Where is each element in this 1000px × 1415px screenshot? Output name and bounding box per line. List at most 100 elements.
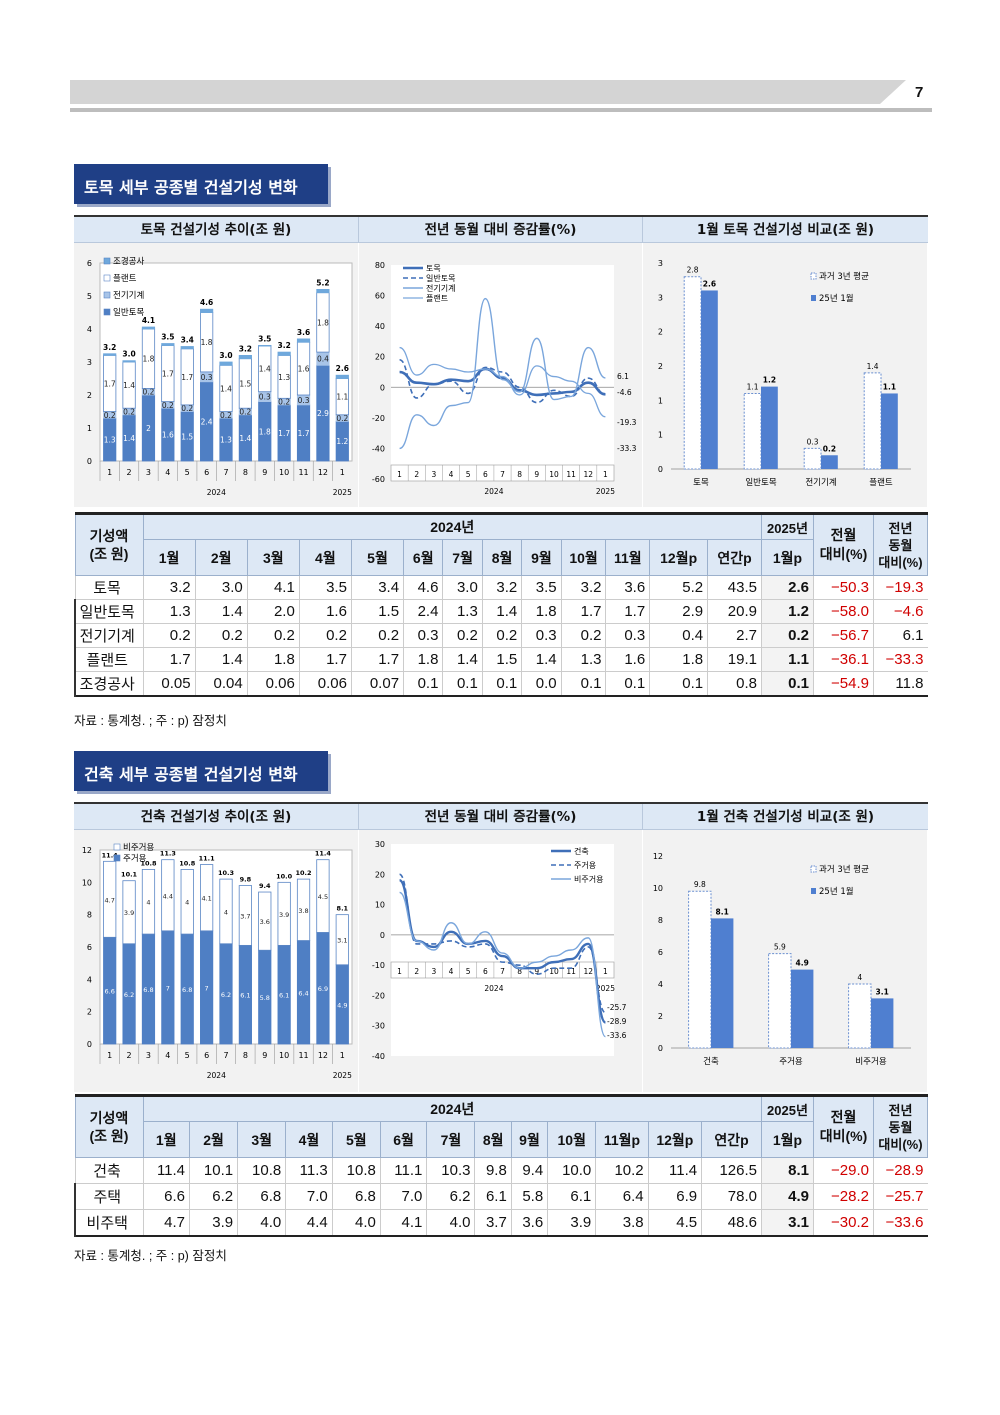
table-cell: 11.4 xyxy=(142,1157,190,1184)
x-tick-label: 3 xyxy=(431,967,436,976)
table-cell: 1.3 xyxy=(142,599,196,624)
data-label: 6.8 xyxy=(143,986,153,994)
table-cell: 0.1 xyxy=(481,671,522,696)
x-group-label: 2024 xyxy=(484,487,503,496)
table-cell: 3.2 xyxy=(481,575,522,600)
table-cell: 1.7 xyxy=(560,599,606,624)
bar-current xyxy=(821,455,838,469)
row-label: 조경공사 xyxy=(74,671,143,696)
legend-label: 전기기계 xyxy=(426,283,455,293)
data-label: 1.3 xyxy=(220,436,232,445)
table-cell: 43.5 xyxy=(707,575,762,600)
table-cell: 2.7 xyxy=(707,623,762,648)
total-label: 3.2 xyxy=(278,341,291,350)
panel-title: 1월 토목 건설기성 비교(조 원) xyxy=(696,222,875,238)
total-label: 10.3 xyxy=(218,869,234,877)
table-cell: 5.2 xyxy=(649,575,708,600)
y-tick-label: -10 xyxy=(372,961,385,970)
total-label: 4.6 xyxy=(200,298,213,307)
table-cell: −28.9 xyxy=(873,1157,928,1184)
table-cell: 0.1 xyxy=(560,671,606,696)
col-header: 4월 xyxy=(285,1121,333,1158)
header-bar xyxy=(70,80,906,104)
row-label: 전기기계 xyxy=(74,623,143,648)
row-label: 건축 xyxy=(74,1157,143,1184)
x-tick-label: 9 xyxy=(262,1051,267,1060)
table-row: 토목 3.2 3.0 4.1 3.5 3.4 4.6 3.0 3.2 3.5 3.2 3.6 5.2 43… xyxy=(74,575,928,600)
legend-label: 25년 1월 xyxy=(819,886,854,897)
legend-label: 일반토목 xyxy=(426,274,455,283)
total-label: 9.4 xyxy=(259,882,271,890)
data-label: 0.2 xyxy=(278,398,290,407)
table-cell: 0.06 xyxy=(246,671,300,696)
x-tick-label: 토목 xyxy=(693,478,709,488)
table-cell: 0.2 xyxy=(442,623,483,648)
table-row: 건축 11.4 10.1 10.8 11.3 10.8 11.1 10.3 9.8 9.4 10.0… xyxy=(74,1157,928,1184)
total-label: 3.5 xyxy=(258,335,271,344)
y-tick-label: 4 xyxy=(87,975,92,984)
table-cell: 6.9 xyxy=(647,1183,702,1210)
table-cell: 3.6 xyxy=(605,575,650,600)
row-header: 기성액 (조 원) xyxy=(74,513,144,576)
bar-segment xyxy=(296,878,311,941)
year-2025-header: 2025년 xyxy=(761,1095,814,1122)
table-cell: 4.9 xyxy=(761,1183,814,1210)
total-label: 10.2 xyxy=(296,869,312,877)
x-tick-label: 10 xyxy=(279,468,289,477)
table-cell: 0.1 xyxy=(761,671,814,696)
bar-avg xyxy=(688,890,712,1049)
table-cell: 3.2 xyxy=(560,575,606,600)
data-label: 1.6 xyxy=(298,365,310,374)
x-tick-label: 1 xyxy=(107,468,112,477)
table-cell: 3.9 xyxy=(189,1209,238,1236)
table-cell: 3.9 xyxy=(547,1209,596,1236)
data-label: 1.7 xyxy=(104,379,116,388)
data-label: 8.1 xyxy=(716,907,729,916)
y-tick-label: 12 xyxy=(82,846,92,855)
x-tick-label: 11 xyxy=(298,1051,308,1060)
data-label: 6.2 xyxy=(221,991,231,999)
total-label: 11.4 xyxy=(102,851,119,859)
table-cell: 1.6 xyxy=(605,647,650,672)
bar-segment xyxy=(122,880,136,945)
total-label: 3.0 xyxy=(219,351,232,360)
data-label: 2 xyxy=(146,424,151,433)
data-label: 1.7 xyxy=(298,429,310,438)
table-cell: 1.1 xyxy=(761,647,814,672)
x-tick-label: 3 xyxy=(146,1051,151,1060)
data-label: 0.3 xyxy=(259,393,271,402)
col-header: 2월 xyxy=(189,1121,239,1158)
table-row: 주택 6.6 6.2 6.8 7.0 6.8 7.0 6.2 6.1 5.8 6.1 6.4 6.9 78… xyxy=(74,1183,928,1210)
data-label: 0.2 xyxy=(104,411,116,420)
table-cell: −30.2 xyxy=(813,1209,874,1236)
x-tick-label: 12 xyxy=(583,967,593,976)
legend-label: 주거용 xyxy=(574,861,596,870)
x-tick-label: 8 xyxy=(243,468,248,477)
y-tick-label: 1 xyxy=(87,424,92,433)
x-tick-label: 플랜트 xyxy=(869,477,893,488)
data-label: 4.9 xyxy=(796,959,809,968)
legend-swatch xyxy=(810,272,817,280)
y-tick-label: 6 xyxy=(658,948,663,957)
data-label: 6.1 xyxy=(279,992,289,1000)
x-tick-label: 1 xyxy=(397,967,402,976)
col-header: 7월 xyxy=(442,539,483,576)
table-cell: 0.06 xyxy=(298,671,352,696)
data-label: 0.2 xyxy=(336,414,348,423)
table-cell: 4.4 xyxy=(285,1209,333,1236)
y-tick-label: 0 xyxy=(87,1040,92,1049)
legend-swatch xyxy=(103,291,111,299)
col-header: 1월 xyxy=(142,1121,191,1158)
table-cell: 3.5 xyxy=(521,575,562,600)
data-label: 0.2 xyxy=(239,408,251,417)
end-value-label: -33.3 xyxy=(617,444,637,453)
col-header: 9월 xyxy=(521,539,562,576)
y-tick-label: 8 xyxy=(658,916,663,925)
data-label: 0.2 xyxy=(162,401,174,410)
table-cell: 78.0 xyxy=(701,1183,762,1210)
table-cell: 0.2 xyxy=(298,623,352,648)
col-header: 6월 xyxy=(379,1121,428,1158)
y-tick-label: 1 xyxy=(658,431,663,440)
bar-avg xyxy=(743,392,762,470)
x-tick-label: 12 xyxy=(583,470,593,479)
